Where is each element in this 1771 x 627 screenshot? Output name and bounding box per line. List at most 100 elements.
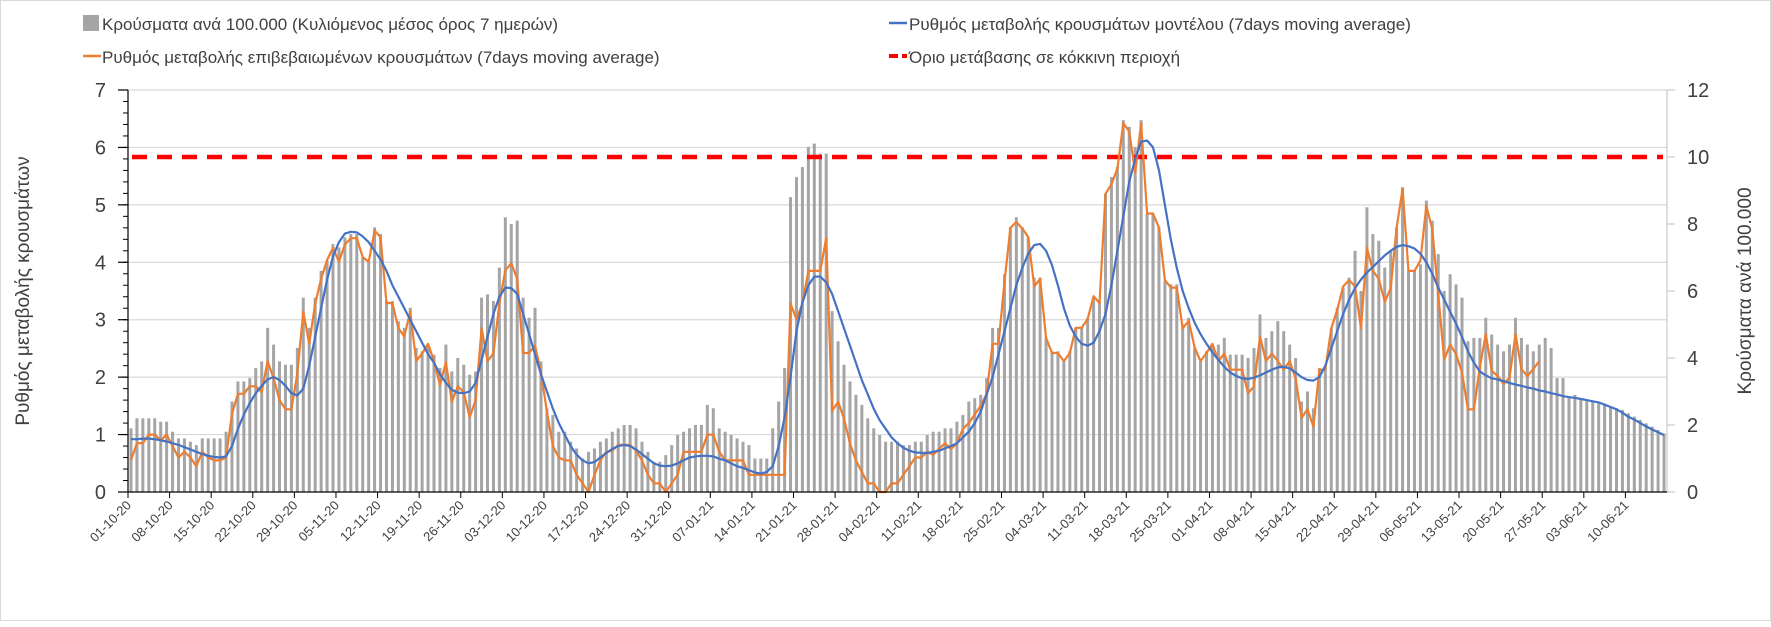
bar bbox=[1513, 317, 1517, 492]
bar bbox=[1591, 401, 1595, 492]
bar bbox=[622, 425, 626, 492]
bar bbox=[670, 445, 674, 492]
bar bbox=[878, 435, 882, 492]
x-tick-label: 05-11-20 bbox=[295, 498, 342, 545]
x-tick-label: 29-10-20 bbox=[253, 498, 300, 545]
bar bbox=[1056, 351, 1060, 492]
bar bbox=[598, 441, 602, 492]
bar bbox=[396, 321, 400, 492]
x-tick-label: 22-04-21 bbox=[1293, 498, 1340, 545]
bar bbox=[1496, 344, 1500, 492]
x-tick-label: 20-05-21 bbox=[1459, 498, 1506, 545]
bar bbox=[693, 425, 697, 492]
bar bbox=[236, 381, 240, 492]
bar bbox=[384, 301, 388, 492]
bar bbox=[206, 438, 210, 492]
bar bbox=[592, 448, 596, 492]
bar bbox=[1448, 274, 1452, 492]
bar bbox=[842, 364, 846, 492]
bar bbox=[485, 294, 489, 492]
bar bbox=[509, 224, 513, 492]
bar bbox=[408, 307, 412, 492]
bar bbox=[634, 428, 638, 492]
x-tick-label: 03-12-20 bbox=[461, 498, 508, 545]
bar bbox=[1163, 280, 1167, 492]
bar bbox=[1210, 344, 1214, 492]
bar bbox=[824, 153, 828, 492]
bar bbox=[468, 374, 472, 492]
x-tick-label: 18-02-21 bbox=[919, 498, 966, 545]
bar bbox=[147, 418, 151, 492]
x-tick-label: 14-01-21 bbox=[711, 498, 758, 545]
bar bbox=[361, 257, 365, 492]
bar bbox=[901, 445, 905, 492]
bar bbox=[182, 438, 186, 492]
bar bbox=[747, 445, 751, 492]
bar bbox=[474, 371, 478, 492]
bar bbox=[1300, 401, 1304, 492]
bar bbox=[159, 421, 163, 492]
bar bbox=[141, 418, 145, 492]
bar bbox=[705, 404, 709, 492]
bar bbox=[218, 438, 222, 492]
bar bbox=[551, 414, 555, 492]
bar bbox=[652, 461, 656, 492]
bar bbox=[711, 408, 715, 492]
bar bbox=[1614, 408, 1618, 492]
bar bbox=[278, 361, 282, 492]
bar bbox=[1157, 227, 1161, 492]
bar bbox=[943, 428, 947, 492]
bar bbox=[771, 428, 775, 492]
bar bbox=[254, 368, 258, 492]
bar bbox=[985, 378, 989, 492]
bar bbox=[896, 441, 899, 492]
bar bbox=[800, 167, 804, 493]
bar bbox=[1377, 240, 1381, 492]
bar bbox=[177, 438, 181, 492]
bar bbox=[1383, 267, 1387, 492]
x-tick-label: 18-03-21 bbox=[1085, 498, 1132, 545]
x-tick-label: 28-01-21 bbox=[794, 498, 841, 545]
bar bbox=[1121, 120, 1125, 493]
legend-label-threshold: Όριο μετάβασης σε κόκκινη περιοχή bbox=[908, 48, 1180, 67]
bar bbox=[812, 143, 816, 492]
x-tick-label: 26-11-20 bbox=[420, 498, 467, 545]
bar bbox=[1199, 361, 1203, 492]
bar bbox=[1258, 314, 1262, 492]
bar bbox=[1187, 317, 1191, 492]
bar bbox=[610, 431, 614, 492]
confirmed-rate-line bbox=[129, 122, 1541, 494]
bar bbox=[682, 431, 686, 492]
bar bbox=[836, 341, 840, 492]
bar bbox=[1573, 394, 1577, 492]
bar bbox=[1008, 227, 1012, 492]
bar bbox=[1133, 146, 1137, 492]
x-tick-label: 25-02-21 bbox=[960, 498, 1007, 545]
legend-label-bars: Κρούσματα ανά 100.000 (Κυλιόμενος μέσος … bbox=[102, 15, 558, 34]
bar bbox=[1294, 358, 1298, 492]
bar bbox=[1204, 351, 1208, 492]
bar bbox=[1662, 433, 1666, 492]
bar bbox=[1519, 337, 1523, 492]
x-tick-label: 24-12-20 bbox=[586, 498, 633, 545]
bar bbox=[349, 234, 353, 493]
bar bbox=[337, 247, 341, 492]
bar bbox=[1288, 344, 1292, 492]
bar bbox=[1193, 347, 1197, 492]
bar bbox=[1478, 337, 1482, 492]
bar bbox=[688, 428, 692, 492]
right-tick-label: 6 bbox=[1687, 281, 1698, 303]
bar bbox=[907, 445, 911, 492]
bar bbox=[1454, 284, 1458, 492]
x-tick-label: 19-11-20 bbox=[379, 498, 426, 545]
bar bbox=[1561, 378, 1565, 492]
bar bbox=[194, 445, 198, 492]
x-tick-label: 13-05-21 bbox=[1418, 498, 1465, 545]
bar bbox=[432, 354, 436, 492]
bar bbox=[569, 441, 573, 492]
bar bbox=[171, 431, 175, 492]
bar bbox=[949, 428, 953, 492]
bar bbox=[1365, 207, 1369, 492]
bar bbox=[1371, 234, 1375, 493]
bar bbox=[1585, 399, 1589, 492]
